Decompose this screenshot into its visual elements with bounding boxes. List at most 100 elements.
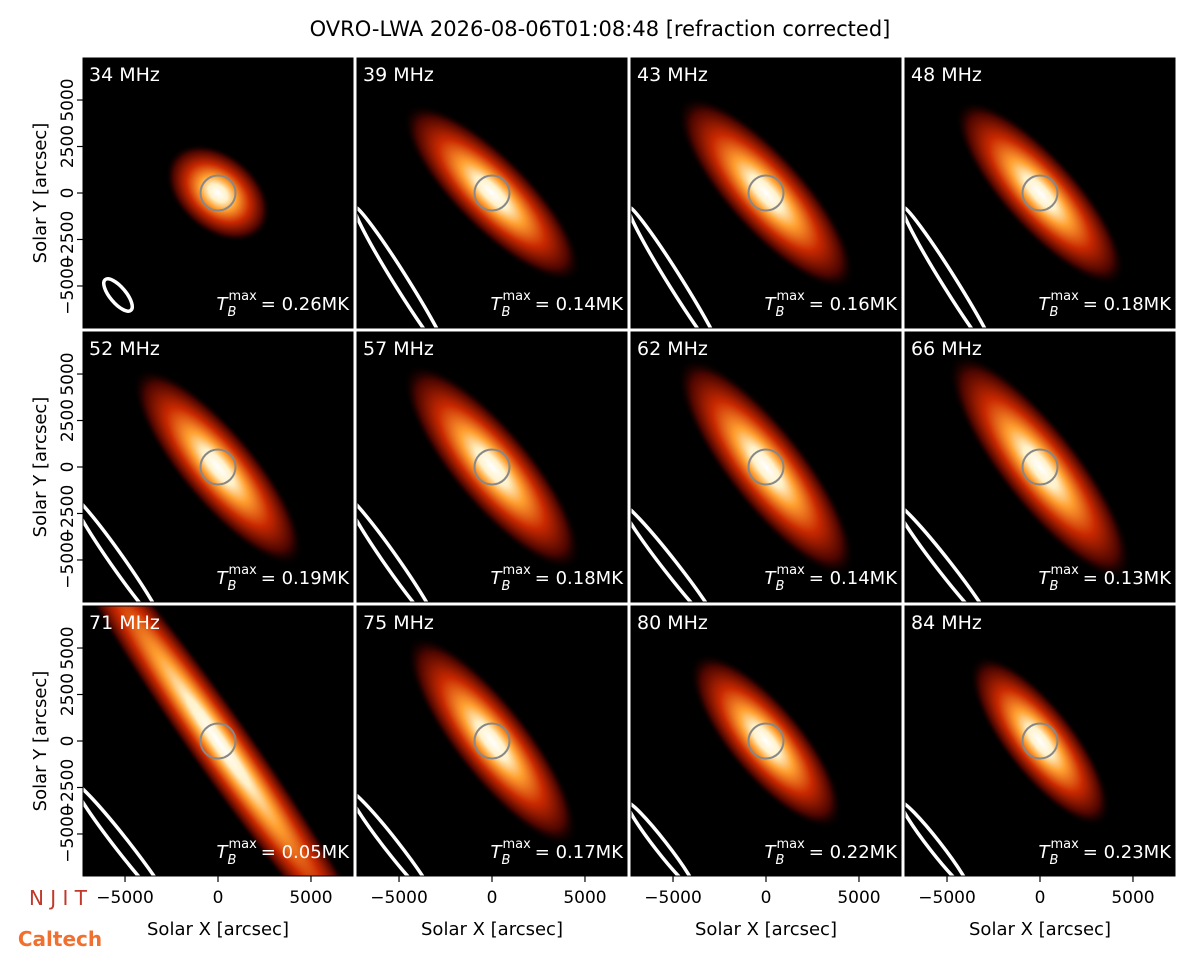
panel [83,606,353,876]
y-tick-label: −2500 [58,485,78,543]
panel [631,58,901,328]
y-tick-label: 2500 [58,673,78,716]
tb-sup: max [1050,289,1079,304]
solar-disk [199,448,237,486]
beam [357,788,438,876]
emission [954,100,1126,286]
x-tick-label: −5000 [96,888,154,908]
tb-sup: max [776,289,805,304]
panel-frame [630,57,902,329]
tb-symbol: T [765,294,778,315]
tb-symbol: T [491,568,504,589]
emission [83,606,353,876]
x-tick-label: −5000 [370,888,428,908]
y-tick-label: 2500 [58,125,78,168]
x-axis-label: Solar X [arcsec] [695,919,837,940]
tb-symbol: T [1039,842,1052,863]
panel [905,332,1175,602]
emission [969,655,1111,827]
tb-max-label: TBmax = 0.23MK [1039,837,1173,868]
tb-value: = 0.26MK [261,294,350,315]
tb-value: = 0.19MK [261,568,350,589]
frequency-label: 43 MHz [637,64,708,86]
panel-frame [356,331,628,603]
y-tick-label: 0 [58,462,78,473]
panel [631,332,901,602]
frequency-label: 57 MHz [363,338,434,360]
tb-symbol: T [217,842,230,863]
tb-symbol: T [765,568,778,589]
beam [102,277,134,313]
tb-sub: B [228,305,237,320]
tb-sup: max [228,289,257,304]
y-tick-label: 5000 [58,626,78,669]
tb-symbol: T [1039,294,1052,315]
panel [357,58,627,328]
beam [905,800,971,876]
tb-value: = 0.23MK [1083,842,1172,863]
solar-disk [199,174,237,212]
tb-max-label: TBmax = 0.18MK [491,563,625,594]
panel [905,58,1175,328]
tb-value: = 0.17MK [535,842,624,863]
beam [905,502,997,602]
emission [402,364,582,570]
y-tick-label: −5000 [58,531,78,589]
tb-sub: B [502,305,511,320]
tb-sup: max [502,289,531,304]
emission [689,653,843,829]
y-tick-label: 0 [58,736,78,747]
y-tick-label: 5000 [58,78,78,121]
beam [83,494,166,602]
beam [83,781,175,876]
y-tick-label: −2500 [58,211,78,269]
tb-sub: B [776,853,785,868]
njit-logo: N J I T [29,886,88,910]
panel [83,332,353,602]
x-axis-label: Solar X [arcsec] [421,919,563,940]
tb-symbol: T [491,842,504,863]
panel-frame [630,331,902,603]
frequency-label: 62 MHz [637,338,708,360]
tb-max-label: TBmax = 0.14MK [491,289,625,320]
frequency-label: 34 MHz [89,64,160,86]
tb-sup: max [1050,837,1079,852]
tb-sup: max [228,837,257,852]
tb-value: = 0.22MK [809,842,898,863]
tb-max-label: TBmax = 0.13MK [1039,563,1173,594]
tb-value: = 0.14MK [809,568,898,589]
tb-sup: max [776,563,805,578]
x-tick-label: 5000 [837,888,880,908]
emission [406,635,578,847]
tb-symbol: T [1039,568,1052,589]
tb-value: = 0.16MK [809,294,898,315]
tb-max-label: TBmax = 0.26MK [217,289,351,320]
y-axis-label: Solar Y [arcsec] [30,397,51,538]
beam [357,494,440,602]
frequency-label: 52 MHz [89,338,160,360]
y-tick-label: 2500 [58,399,78,442]
beam [905,204,1000,328]
panel [357,606,627,876]
solar-disk [1021,174,1059,212]
frequency-label: 48 MHz [911,64,982,86]
y-axis-label: Solar Y [arcsec] [30,123,51,264]
solar-disk [199,722,237,760]
tb-symbol: T [765,842,778,863]
x-tick-label: 5000 [563,888,606,908]
x-tick-label: 5000 [289,888,332,908]
solar-disk [1021,448,1059,486]
tb-sup: max [502,837,531,852]
solar-disk [747,174,785,212]
beam [631,800,697,876]
tb-sup: max [776,837,805,852]
figure-title: OVRO-LWA 2026-08-06T01:08:48 [refraction… [310,17,891,41]
tb-sub: B [776,579,785,594]
tb-max-label: TBmax = 0.18MK [1039,289,1173,320]
tb-sup: max [1050,563,1079,578]
tb-value: = 0.05MK [261,842,350,863]
tb-symbol: T [217,294,230,315]
frequency-label: 39 MHz [363,64,434,86]
beam [631,502,723,602]
